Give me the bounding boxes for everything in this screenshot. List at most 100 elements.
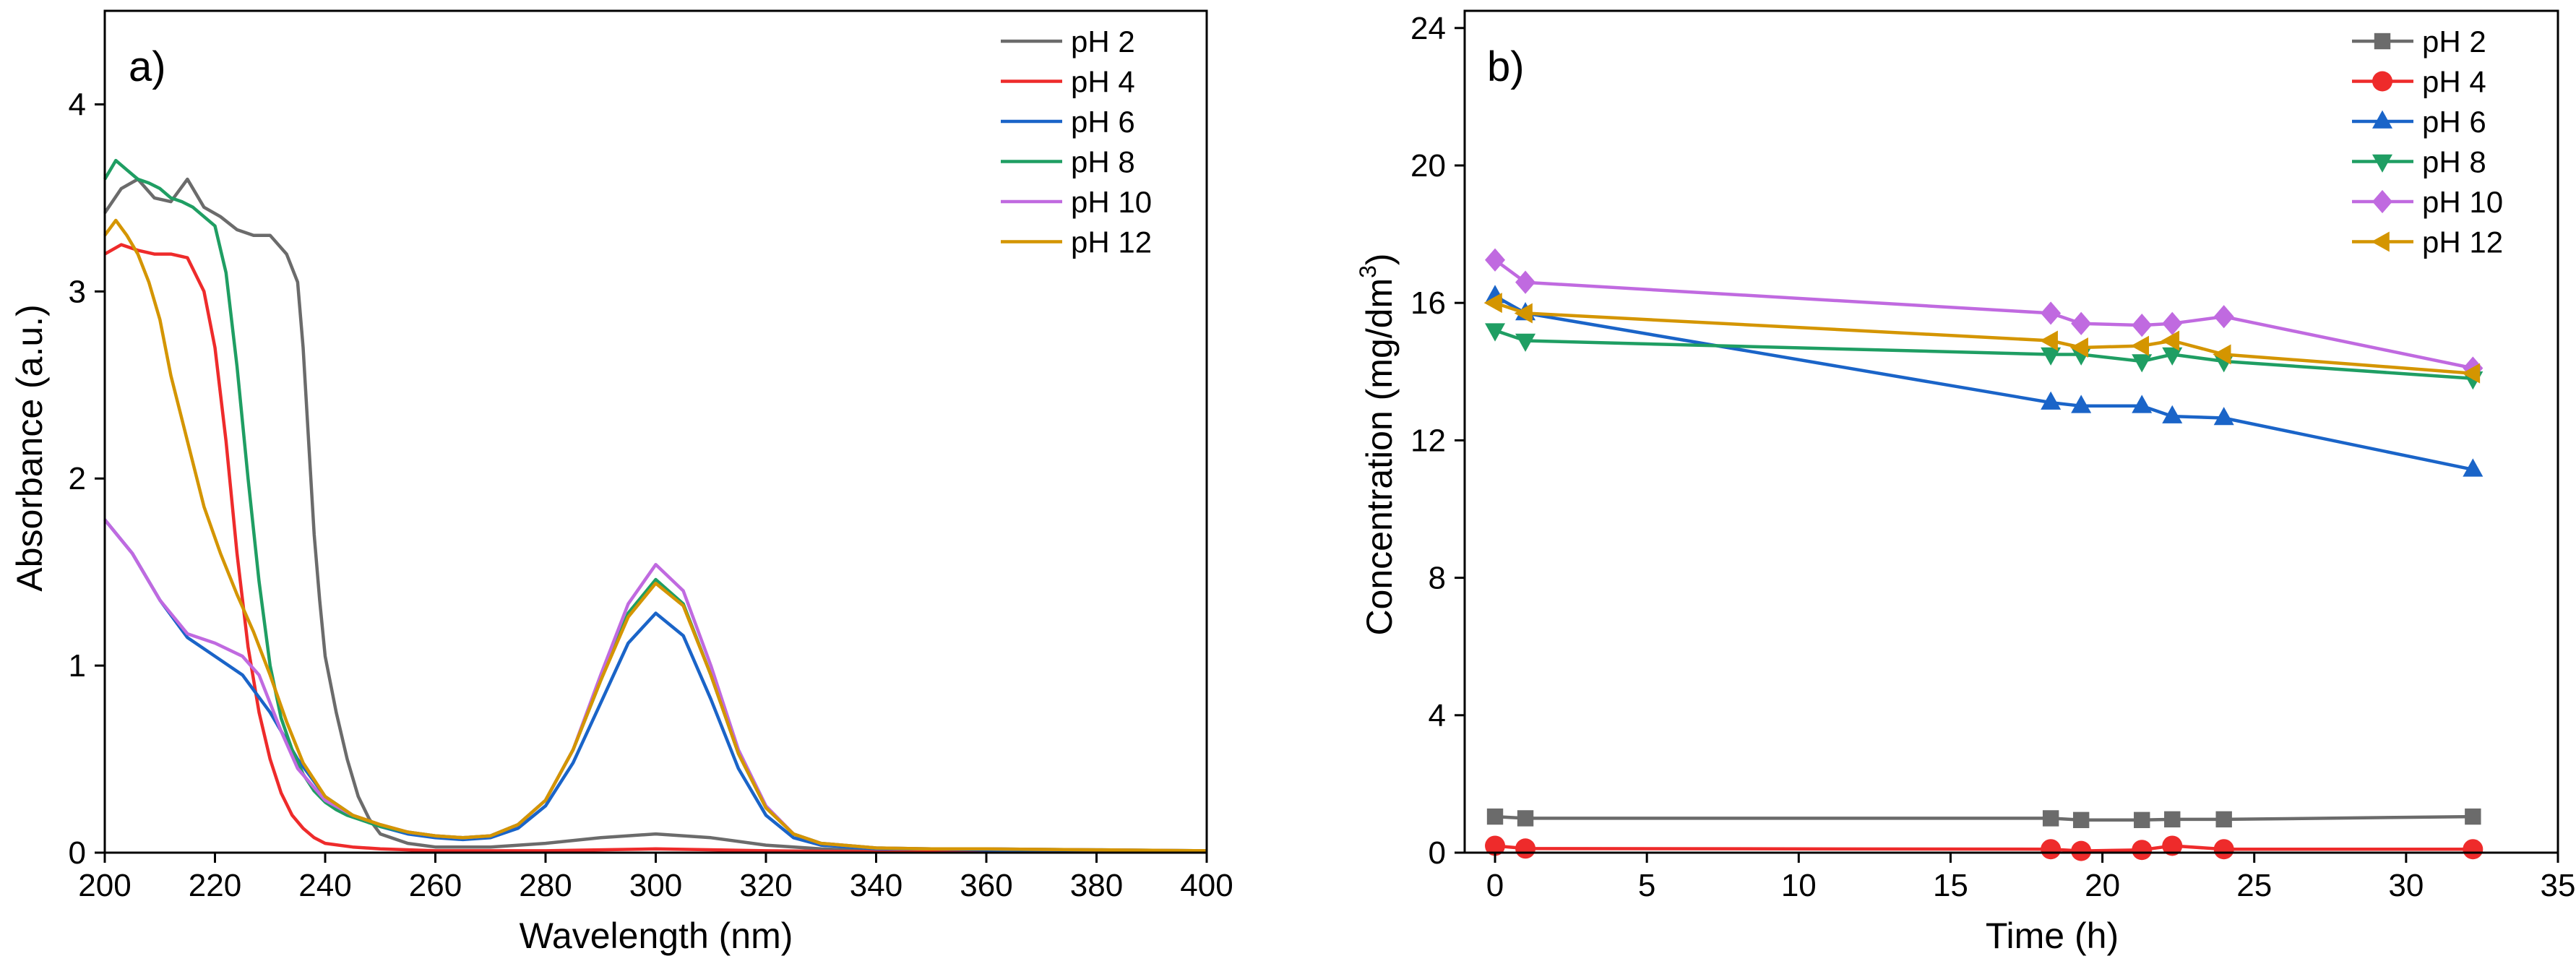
panel-b-label: b) [1487, 43, 1525, 90]
panel-b-data-point-ph-10 [2132, 313, 2153, 337]
panel-a-x-tick-label: 320 [739, 868, 792, 903]
panel-a-legend-item-ph-6: pH 6 [1001, 105, 1135, 139]
panel-b-data-point-ph-2 [2465, 808, 2481, 825]
panel-a-legend-item-ph-10: pH 10 [1001, 185, 1152, 219]
panel-b-plot-frame [1463, 9, 2559, 854]
panel-b-x-tick-label: 25 [2236, 868, 2272, 903]
panel-b-series-line-ph-8 [1494, 329, 2473, 381]
panel-a-x-axis-title: Wavelength (nm) [520, 916, 793, 956]
panel-a-x-tick-label: 240 [298, 868, 351, 903]
panel-b-data-point-ph-12 [2213, 344, 2231, 365]
panel-b-legend-marker-ph-4 [2372, 71, 2392, 92]
panel-a-legend-item-ph-12: pH 12 [1001, 225, 1152, 259]
panel-b-x-tick-label: 30 [2388, 868, 2424, 903]
panel-b-y-tick-label: 8 [1429, 561, 1446, 596]
panel-b-data-point-ph-4 [2162, 835, 2183, 856]
panel-b-legend-label-ph-6: pH 6 [2422, 105, 2486, 139]
panel-b-data-point-ph-8 [2132, 354, 2153, 373]
panel-b-legend-label-ph-12: pH 12 [2422, 225, 2503, 259]
panel-a-absorbance-chart: 200 220 240 260 280 300 320 340 360 380 400 0 1 2 3 4 a… [9, 9, 1233, 956]
panel-a-y-axis-title: Absorbance (a.u.) [9, 304, 50, 591]
panel-b-legend-label-ph-4: pH 4 [2422, 65, 2486, 99]
panel-b-data-point-ph-2 [2215, 811, 2232, 828]
panel-a-ticks: 200 220 240 260 280 300 320 340 360 380 400 0 1 2 3 4 [69, 87, 1233, 903]
panel-b-data-point-ph-4 [2041, 839, 2062, 860]
panel-b-data-point-ph-12 [2461, 363, 2481, 384]
panel-b-data-point-ph-12 [2069, 337, 2088, 358]
panel-b-legend-marker-ph-6 [2372, 110, 2392, 129]
panel-b-data-point-ph-8 [1485, 323, 1506, 342]
panel-b-data-point-ph-12 [1483, 293, 1502, 314]
panel-a-series-line-ph-6 [103, 518, 1207, 853]
panel-b-legend-label-ph-2: pH 2 [2422, 25, 2486, 59]
panel-b-x-tick-label: 10 [1781, 868, 1817, 903]
panel-b-data-point-ph-2 [1486, 808, 1504, 825]
panel-b-data-point-ph-6 [2463, 458, 2484, 477]
panel-b-y-axis-title-main: Concentration (mg/dm [1359, 278, 1400, 636]
panel-b-legend-item-ph-4: pH 4 [2352, 65, 2486, 99]
panel-b-y-tick-label: 20 [1410, 148, 1446, 184]
panel-a-series-line-ph-12 [103, 218, 1207, 853]
panel-b-y-axis-title-end: ) [1359, 253, 1400, 265]
panel-b-data-point-ph-10 [2041, 301, 2062, 325]
panel-b-legend-label-ph-10: pH 10 [2422, 185, 2503, 219]
panel-b-x-tick-label: 5 [1638, 868, 1655, 903]
panel-b-y-axis-title: Concentration (mg/dm3) [1355, 253, 1400, 635]
panel-b-x-axis-title: Time (h) [1986, 916, 2119, 956]
panel-a-y-tick-label: 4 [69, 87, 86, 122]
panel-b-y-tick-label: 12 [1410, 423, 1446, 458]
panel-a-legend: pH 2 pH 4 pH 6 pH 8 pH 10 pH 12 [1001, 25, 1152, 259]
panel-b-data-point-ph-10 [2213, 305, 2234, 329]
panel-b-data-point-ph-2 [1517, 810, 1534, 827]
panel-b-data-point-ph-4 [2071, 840, 2092, 861]
panel-b-y-axis-title-superscript: 3 [1355, 265, 1381, 278]
panel-b-ticks: 0 5 10 15 20 25 30 35 0 4 8 12 16 20 24 [1410, 11, 2575, 903]
panel-b-x-tick-label: 20 [2085, 868, 2120, 903]
panel-b-data-point-ph-10 [1485, 248, 1506, 272]
panel-b-legend-marker-ph-12 [2371, 231, 2390, 252]
panel-b-data-point-ph-2 [2164, 811, 2181, 828]
panel-b-legend: pH 2 pH 4 pH 6 pH 8 pH 10 pH 12 [2352, 25, 2503, 259]
panel-a-x-tick-label: 300 [629, 868, 682, 903]
panel-b-data-point-ph-12 [2161, 330, 2180, 351]
panel-a-legend-item-ph-4: pH 4 [1001, 65, 1135, 99]
panel-a-x-tick-label: 200 [78, 868, 131, 903]
panel-b-data-point-ph-10 [2162, 311, 2183, 335]
panel-b-data-point-ph-12 [2039, 330, 2058, 351]
panel-a-legend-label-ph-6: pH 6 [1071, 105, 1135, 139]
panel-b-data-point-ph-2 [2134, 811, 2150, 829]
panel-b-data-point-ph-6 [2041, 391, 2062, 410]
panel-a-x-tick-label: 360 [960, 868, 1012, 903]
panel-b-data-point-ph-4 [2463, 839, 2484, 860]
panel-b-data-point-ph-6 [2162, 405, 2183, 423]
panel-a-x-tick-label: 220 [189, 868, 241, 903]
panel-a-y-tick-label: 2 [69, 461, 86, 496]
panel-b-series-line-ph-6 [1494, 294, 2473, 472]
panel-b-y-tick-label: 16 [1410, 285, 1446, 321]
panel-b-data-point-ph-8 [2162, 347, 2183, 366]
panel-a-legend-label-ph-12: pH 12 [1071, 225, 1152, 259]
panel-b-legend-marker-ph-2 [2374, 33, 2391, 50]
panel-b-legend-marker-ph-10 [2372, 189, 2392, 214]
panel-a-x-tick-label: 380 [1070, 868, 1123, 903]
panel-b-concentration-chart: 0 5 10 15 20 25 30 35 0 4 8 12 16 20 24 b) Time (h) Co… [1355, 9, 2575, 956]
panel-b-data-point-ph-6 [2213, 407, 2234, 426]
panel-a-label: a) [129, 43, 166, 90]
panel-b-data-point-ph-4 [2213, 839, 2234, 860]
panel-a-legend-item-ph-2: pH 2 [1001, 25, 1135, 59]
panel-a-legend-label-ph-10: pH 10 [1071, 185, 1152, 219]
panel-a-series-line-ph-4 [103, 243, 1207, 853]
panel-b-data-point-ph-8 [2041, 347, 2062, 366]
panel-b-legend-item-ph-6: pH 6 [2352, 105, 2486, 139]
panel-a-y-tick-label: 1 [69, 648, 86, 684]
panel-b-data-point-ph-10 [2071, 311, 2092, 335]
panel-b-data-point-ph-4 [2132, 840, 2153, 861]
panel-a-y-tick-label: 3 [69, 274, 86, 309]
panel-b-data-point-ph-4 [1515, 838, 1536, 859]
panel-a-x-tick-label: 280 [519, 868, 572, 903]
panel-a-legend-item-ph-8: pH 8 [1001, 145, 1135, 179]
panel-b-x-tick-label: 0 [1486, 868, 1504, 903]
panel-a-legend-label-ph-8: pH 8 [1071, 145, 1135, 179]
